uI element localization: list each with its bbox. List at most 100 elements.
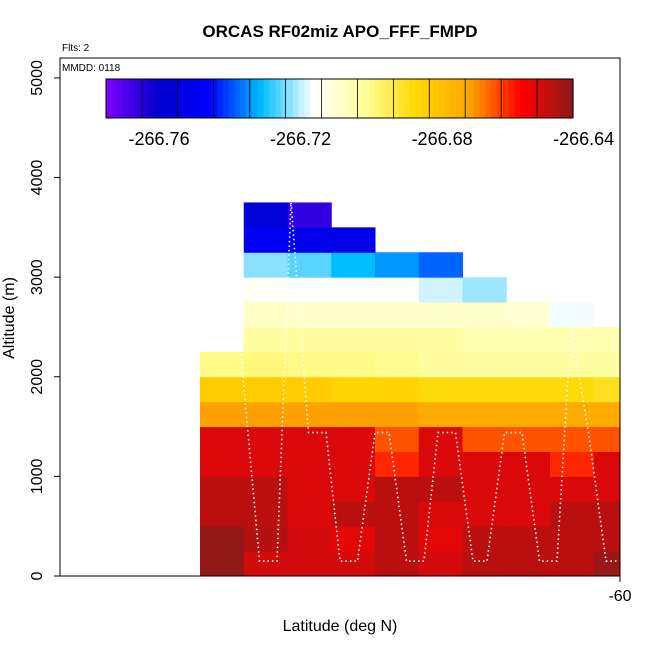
heatmap-cell	[200, 426, 245, 452]
heatmap-cell	[593, 451, 621, 477]
heatmap-cell	[287, 277, 332, 303]
heatmap-cell	[593, 426, 621, 452]
heatmap-cell	[243, 252, 288, 278]
colorbar-segment	[362, 79, 370, 118]
heatmap-cell	[550, 526, 595, 552]
heatmap-cell	[331, 376, 376, 403]
heatmap-cell	[462, 551, 507, 577]
y-axis: 0 1000 2000 3000 4000 5000	[29, 60, 60, 580]
colorbar-segment	[111, 79, 119, 118]
heatmap-cell	[331, 227, 376, 253]
colorbar-segment	[327, 79, 335, 118]
colorbar-segment	[339, 79, 346, 118]
heatmap-cell	[287, 252, 332, 278]
flights-annotation: Flts: 2	[62, 43, 90, 54]
heatmap-cell	[593, 476, 621, 502]
colorbar-segment	[473, 79, 481, 118]
colorbar-segment	[251, 79, 259, 118]
heatmap-cell	[331, 501, 376, 527]
heatmap-cell	[243, 326, 288, 353]
heatmap-cell	[550, 401, 595, 428]
heatmap-cell	[375, 277, 420, 303]
colorbar-segment	[141, 79, 148, 118]
heatmap-cell	[287, 326, 332, 353]
colorbar-segment	[310, 79, 317, 118]
y-tick-label: 1000	[29, 458, 46, 494]
heatmap-cell	[243, 451, 288, 477]
colorbar-segment	[240, 79, 247, 118]
colorbar-segment	[357, 79, 364, 118]
heatmap-cell	[375, 302, 420, 328]
colorbar-segment	[263, 79, 271, 118]
colorbar-segment	[275, 79, 282, 118]
colorbar-tick-label: -266.76	[129, 129, 190, 149]
heatmap-cell	[287, 376, 332, 403]
colorbar-segment	[234, 79, 241, 118]
colorbar-segment	[555, 79, 562, 118]
colorbar-segment	[298, 79, 306, 118]
colorbar-segment	[386, 79, 393, 118]
heatmap-cell	[287, 501, 332, 527]
heatmap-cell	[462, 426, 507, 452]
colorbar-segment	[345, 79, 352, 118]
heatmap-cell	[593, 526, 621, 552]
heatmap-cell	[418, 426, 463, 452]
colorbar-tick-label: -266.72	[270, 129, 331, 149]
heatmap-cell	[331, 451, 376, 477]
heatmap-cell	[287, 426, 332, 452]
heatmap-cell	[418, 302, 463, 328]
heatmap-cell	[287, 302, 332, 328]
y-tick-label: 0	[29, 571, 46, 580]
heatmap-cell	[331, 252, 376, 278]
heatmap-cell	[331, 277, 376, 303]
colorbar-segment	[158, 79, 165, 118]
heatmap-cell	[243, 401, 288, 428]
colorbar-segment	[514, 79, 522, 118]
heatmap-cell	[506, 476, 551, 502]
heatmap-cell	[550, 302, 595, 328]
heatmap-cell	[593, 376, 621, 403]
heatmap-cell	[418, 326, 463, 353]
heatmap-cell	[243, 476, 288, 502]
x-axis: -60	[608, 576, 632, 605]
heatmap-cell	[593, 351, 621, 378]
heatmap-cell	[287, 526, 332, 552]
heatmap-cell	[418, 351, 463, 378]
mmdd-label: MMDD: 0118	[62, 63, 121, 74]
colorbar-segment	[409, 79, 416, 118]
heatmap-cell	[462, 376, 507, 403]
colorbar-segment	[164, 79, 171, 118]
y-tick-label: 3000	[29, 259, 46, 295]
chart-title: ORCAS RF02miz APO_FFF_FMPD	[202, 22, 477, 41]
heatmap-cell	[375, 451, 420, 477]
heatmap-cell	[331, 551, 376, 577]
heatmap-cell	[418, 501, 463, 527]
colorbar-segment	[316, 79, 323, 118]
heatmap-cell	[593, 501, 621, 527]
colorbar-segment	[397, 79, 405, 118]
heatmap-cell	[418, 551, 463, 577]
colorbar-segment	[374, 79, 381, 118]
colorbar-segment	[543, 79, 551, 118]
heatmap-cell	[375, 501, 420, 527]
heatmap-cell	[243, 376, 288, 403]
x-axis-title: Latitude (deg N)	[283, 618, 398, 635]
colorbar-segment	[117, 79, 125, 118]
colorbar-segment	[181, 79, 189, 118]
colorbar-segment	[146, 79, 154, 118]
colorbar-segment	[432, 79, 440, 118]
heatmap-cell	[331, 401, 376, 428]
heatmap-cell	[506, 451, 551, 477]
heatmap-cell	[375, 426, 420, 452]
y-tick-label: 2000	[29, 359, 46, 395]
heatmap-cell	[418, 401, 463, 428]
heatmap-cell	[593, 401, 621, 428]
heatmap-cell	[243, 501, 288, 527]
heatmap-cell	[550, 451, 595, 477]
colorbar-segment	[561, 79, 568, 118]
y-tick-label: 5000	[29, 60, 46, 96]
heatmap-cell	[418, 376, 463, 403]
colorbar-segment	[502, 79, 510, 118]
heatmap-cell	[418, 476, 463, 502]
y-axis-title: Altitude (m)	[1, 277, 18, 359]
